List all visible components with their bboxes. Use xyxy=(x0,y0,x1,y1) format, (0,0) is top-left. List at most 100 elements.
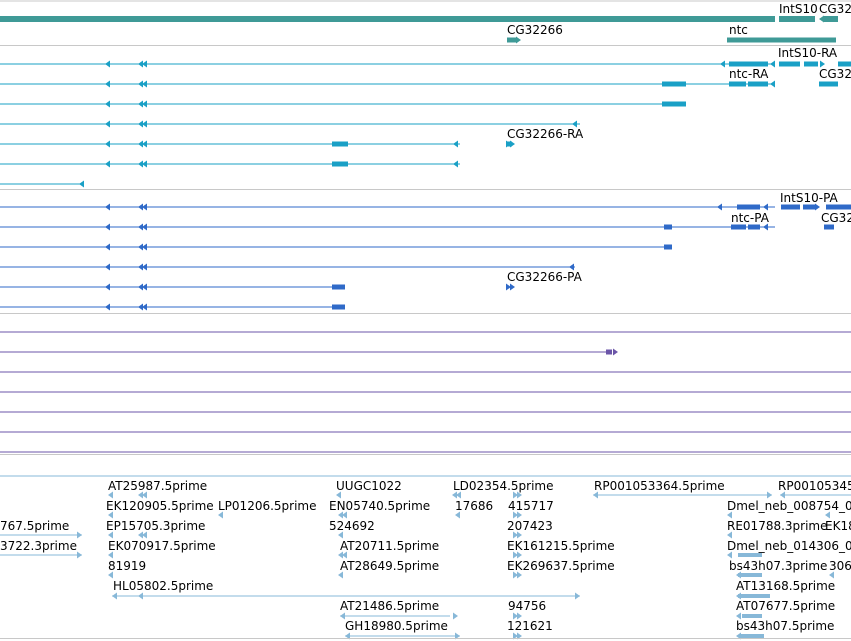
strand-arrow-left[interactable] xyxy=(569,263,574,271)
feature-exon[interactable] xyxy=(664,244,672,250)
strand-arrow-left[interactable] xyxy=(138,60,143,68)
strand-arrow-left[interactable] xyxy=(138,140,143,148)
strand-arrow-left[interactable] xyxy=(455,511,460,519)
transcript-label[interactable]: IntS10-RA xyxy=(778,46,838,60)
strand-arrow-left[interactable] xyxy=(736,592,741,600)
feature-exon[interactable] xyxy=(507,141,512,147)
strand-arrow-right[interactable] xyxy=(575,592,580,600)
strand-arrow-left[interactable] xyxy=(142,100,147,108)
strand-arrow-left[interactable] xyxy=(338,511,343,519)
strand-arrow-left[interactable] xyxy=(825,511,830,519)
feature-exon[interactable] xyxy=(819,81,838,87)
est-label[interactable]: 524692 xyxy=(329,519,375,533)
protein-label[interactable]: ntc-PA xyxy=(731,211,769,225)
strand-arrow-right[interactable] xyxy=(455,632,460,640)
protein-label[interactable]: CG32266-PA xyxy=(507,270,582,284)
strand-arrow-left[interactable] xyxy=(453,140,458,148)
strand-arrow-left[interactable] xyxy=(763,223,768,231)
strand-arrow-left[interactable] xyxy=(345,632,350,640)
feature-exon[interactable] xyxy=(332,141,348,147)
est-label[interactable]: 121621 xyxy=(507,619,553,633)
strand-arrow-left[interactable] xyxy=(138,160,143,168)
strand-arrow-left[interactable] xyxy=(338,551,343,559)
strand-arrow-right[interactable] xyxy=(815,203,820,211)
feature-exon[interactable] xyxy=(804,61,818,67)
strand-arrow-left[interactable] xyxy=(142,491,147,499)
strand-arrow-left[interactable] xyxy=(108,551,113,559)
est-label[interactable]: AT13168.5prime xyxy=(736,579,836,593)
feature-exon[interactable] xyxy=(826,204,851,210)
gene-feature[interactable] xyxy=(507,37,516,43)
strand-arrow-left[interactable] xyxy=(342,551,347,559)
strand-arrow-left[interactable] xyxy=(142,243,147,251)
strand-arrow-right[interactable] xyxy=(517,612,522,620)
est-label[interactable]: EK161215.5prime xyxy=(507,539,615,553)
strand-arrow-right[interactable] xyxy=(77,531,82,539)
strand-arrow-right[interactable] xyxy=(513,632,518,640)
est-label[interactable]: UUGC1022 xyxy=(336,479,402,493)
strand-arrow-left[interactable] xyxy=(105,120,110,128)
est-label[interactable]: Dmel_neb_014306_0 xyxy=(727,539,851,553)
strand-arrow-left[interactable] xyxy=(138,223,143,231)
est-label[interactable]: AT25987.5prime xyxy=(108,479,208,493)
strand-arrow-left[interactable] xyxy=(453,160,458,168)
feature-exon[interactable] xyxy=(779,61,800,67)
strand-arrow-left[interactable] xyxy=(79,180,84,188)
strand-arrow-left[interactable] xyxy=(105,303,110,311)
strand-arrow-right[interactable] xyxy=(613,348,618,356)
est-label[interactable]: LD02354.5prime xyxy=(453,479,554,493)
strand-arrow-right[interactable] xyxy=(513,612,518,620)
strand-arrow-left[interactable] xyxy=(763,203,768,211)
strand-arrow-left[interactable] xyxy=(593,491,598,499)
est-label[interactable]: EK269637.5prime xyxy=(507,559,615,573)
gene-feature[interactable] xyxy=(779,16,815,22)
est-label[interactable]: 207423 xyxy=(507,519,553,533)
est-label[interactable]: AT28649.5prime xyxy=(340,559,440,573)
strand-arrow-left[interactable] xyxy=(142,120,147,128)
est-label[interactable]: Dmel_neb_008754_0 xyxy=(727,499,851,513)
strand-arrow-left[interactable] xyxy=(142,80,147,88)
strand-arrow-right[interactable] xyxy=(767,491,772,499)
strand-arrow-right[interactable] xyxy=(516,36,521,44)
est-label[interactable]: EN05740.5prime xyxy=(329,499,431,513)
strand-arrow-left[interactable] xyxy=(108,491,113,499)
strand-arrow-right[interactable] xyxy=(517,632,522,640)
strand-arrow-left[interactable] xyxy=(342,511,347,519)
strand-arrow-left[interactable] xyxy=(108,511,113,519)
strand-arrow-left[interactable] xyxy=(338,571,343,579)
est-label[interactable]: bs43h07.5prime xyxy=(736,619,835,633)
feature-exon[interactable] xyxy=(781,204,800,210)
strand-arrow-left[interactable] xyxy=(138,592,143,600)
strand-arrow-right[interactable] xyxy=(517,511,522,519)
feature-exon[interactable] xyxy=(737,204,760,210)
feature-exon[interactable] xyxy=(332,304,345,310)
strand-arrow-right[interactable] xyxy=(820,60,825,68)
strand-arrow-left[interactable] xyxy=(142,283,147,291)
feature-exon[interactable] xyxy=(838,61,851,67)
est-label[interactable]: EK18 xyxy=(825,519,851,533)
gene-feature[interactable] xyxy=(0,16,775,22)
strand-arrow-left[interactable] xyxy=(452,491,457,499)
strand-arrow-left[interactable] xyxy=(108,571,113,579)
strand-arrow-left[interactable] xyxy=(727,531,732,539)
est-label[interactable]: EK070917.5prime xyxy=(108,539,216,553)
est-label[interactable]: EK120905.5prime xyxy=(106,499,214,513)
strand-arrow-left[interactable] xyxy=(138,120,143,128)
strand-arrow-left[interactable] xyxy=(105,140,110,148)
est-label[interactable]: 17686 xyxy=(455,499,494,513)
est-label[interactable]: AT21486.5prime xyxy=(340,599,440,613)
feature-exon[interactable] xyxy=(662,101,686,107)
strand-arrow-right[interactable] xyxy=(517,551,522,559)
strand-arrow-right[interactable] xyxy=(453,612,458,620)
est-label[interactable]: HL05802.5prime xyxy=(113,579,214,593)
strand-arrow-right[interactable] xyxy=(513,491,518,499)
strand-arrow-right[interactable] xyxy=(513,511,518,519)
strand-arrow-left[interactable] xyxy=(736,632,741,640)
feature-exon[interactable] xyxy=(738,553,762,557)
strand-arrow-left[interactable] xyxy=(142,140,147,148)
protein-label[interactable]: CG32 xyxy=(821,211,851,225)
est-label[interactable]: GH18980.5prime xyxy=(345,619,448,633)
feature-exon[interactable] xyxy=(332,284,345,290)
strand-arrow-left[interactable] xyxy=(138,491,143,499)
strand-arrow-left[interactable] xyxy=(340,612,345,620)
